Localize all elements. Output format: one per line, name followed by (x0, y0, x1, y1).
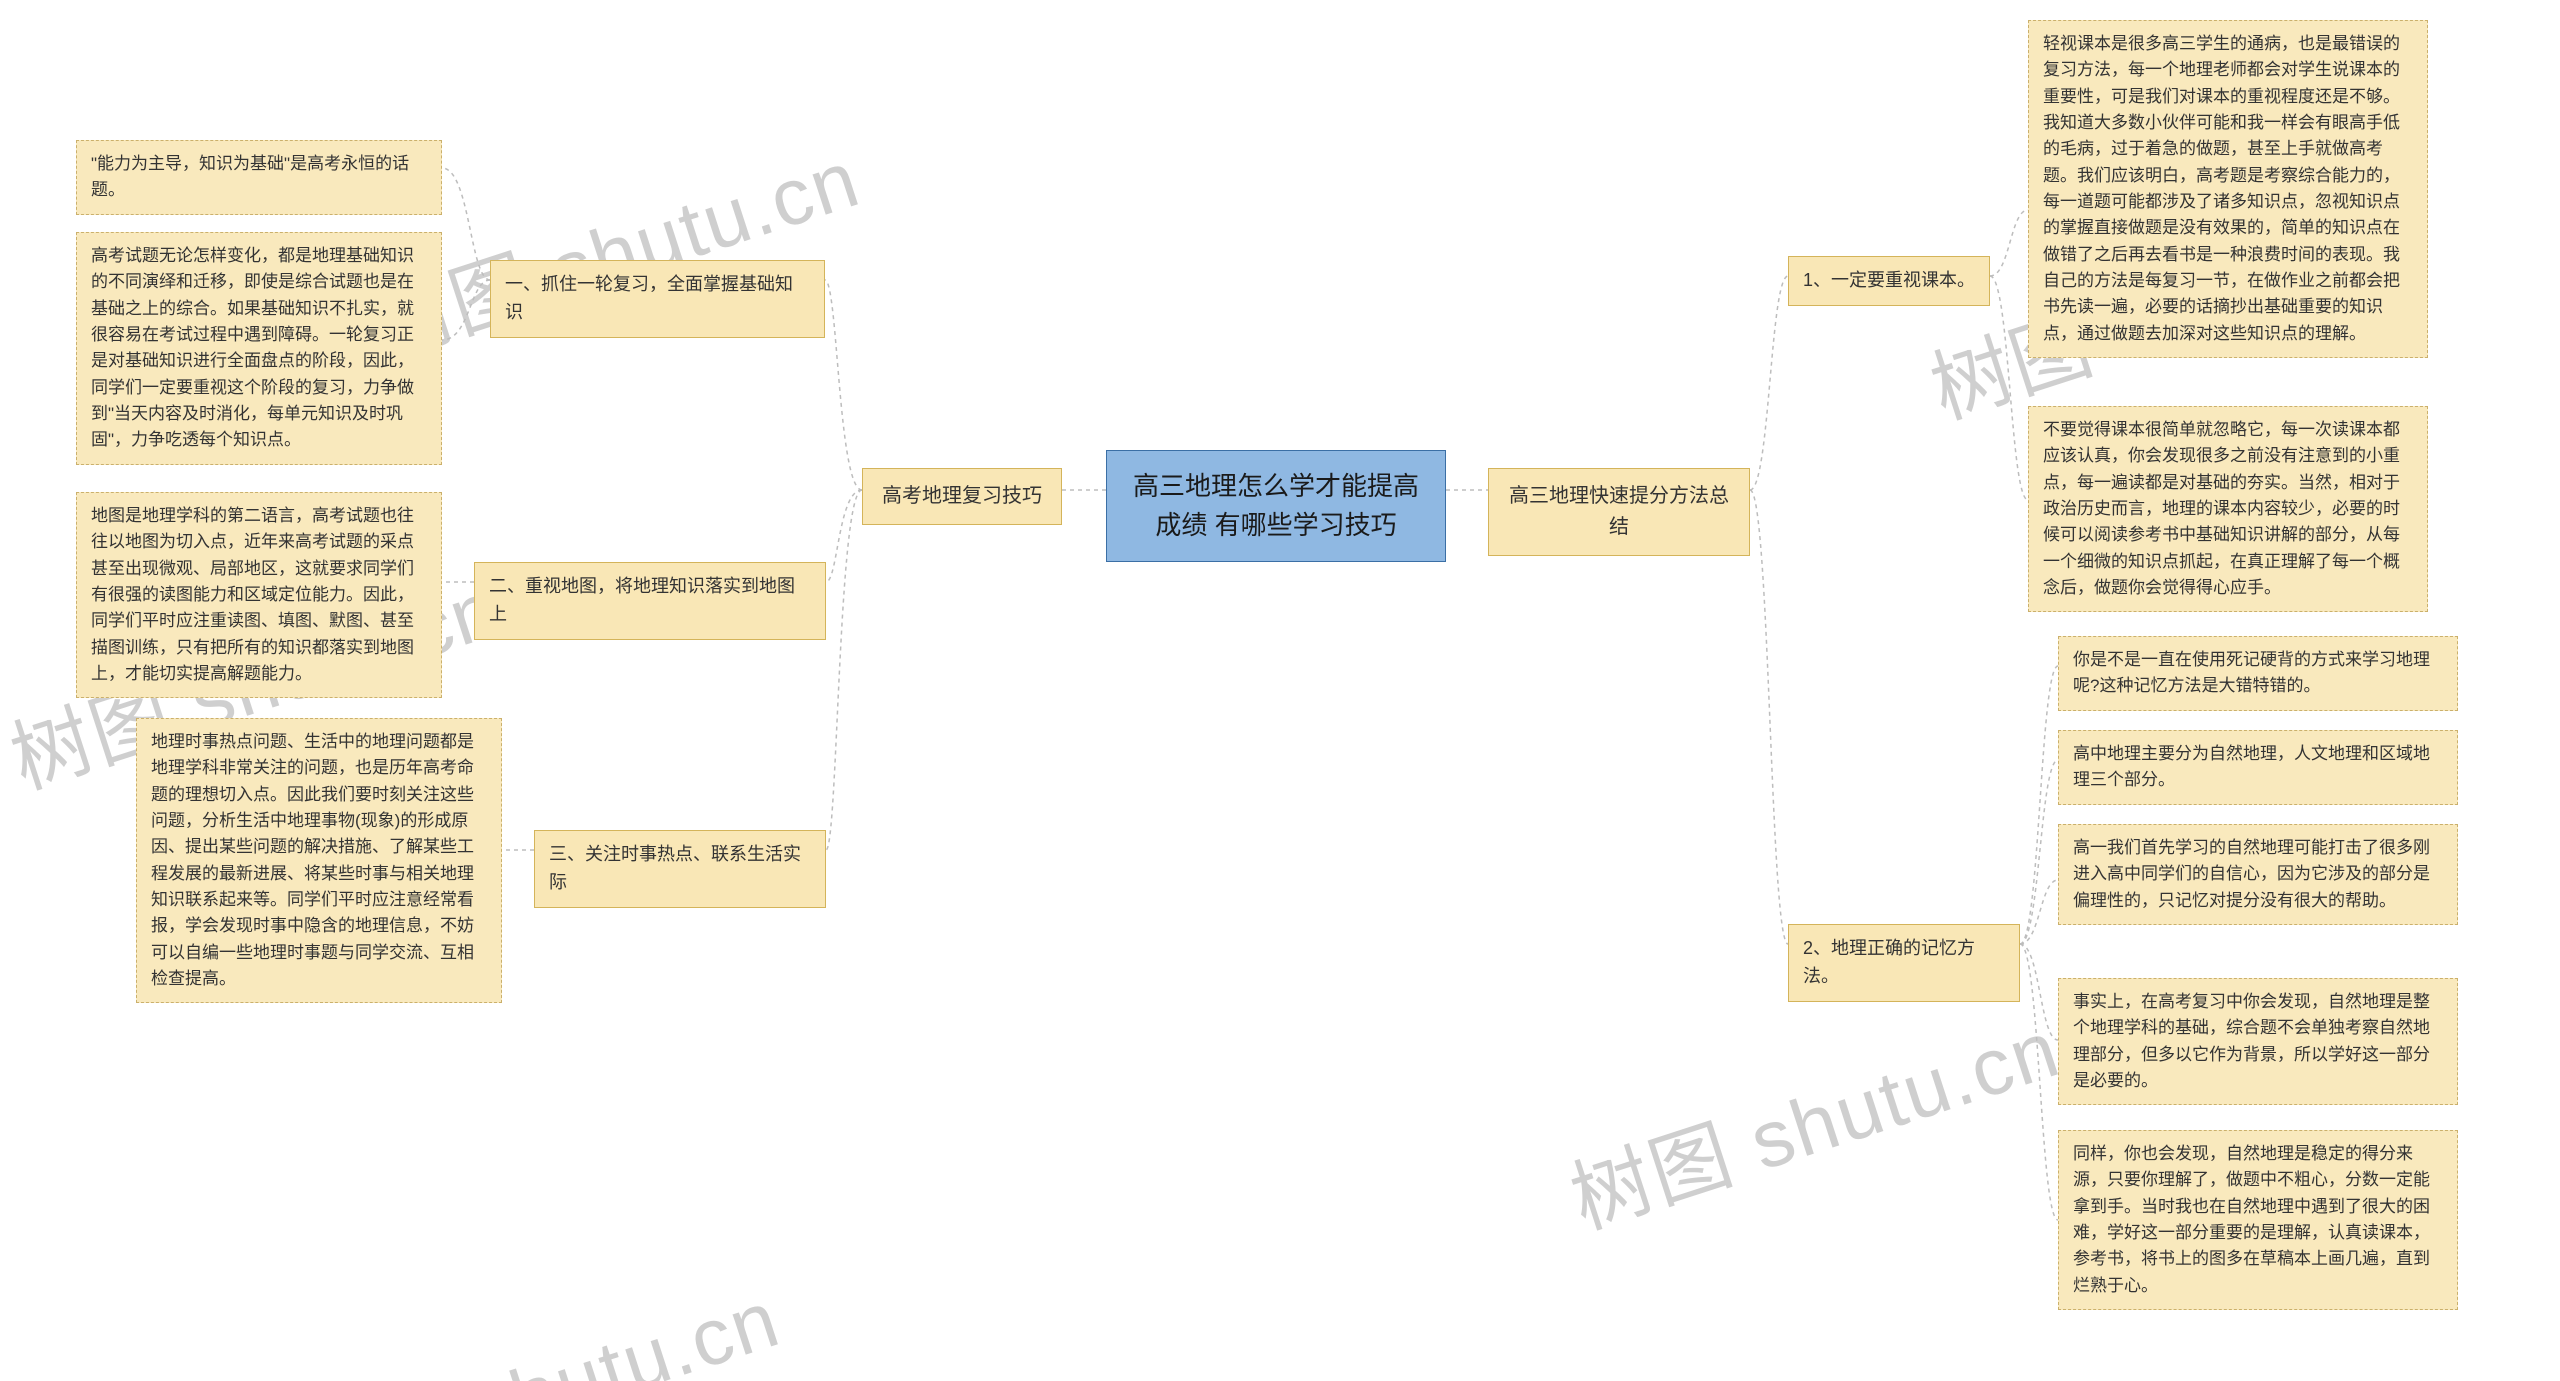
mindmap-canvas: { "palette": { "root_bg": "#8fb8e2", "ro… (0, 0, 2560, 1381)
left-leaf-1-2: 高考试题无论怎样变化，都是地理基础知识的不同演绎和迁移，即使是综合试题也是在基础… (76, 232, 442, 465)
right-sub-1: 1、一定要重视课本。 (1788, 256, 1990, 306)
right-leaf-2-1: 你是不是一直在使用死记硬背的方式来学习地理呢?这种记忆方法是大错特错的。 (2058, 636, 2458, 711)
left-sub-3: 三、关注时事热点、联系生活实际 (534, 830, 826, 908)
root-node: 高三地理怎么学才能提高 成绩 有哪些学习技巧 (1106, 450, 1446, 562)
left-leaf-1-1: "能力为主导，知识为基础"是高考永恒的话题。 (76, 140, 442, 215)
left-sub-1: 一、抓住一轮复习，全面掌握基础知识 (490, 260, 825, 338)
right-leaf-2-3: 高一我们首先学习的自然地理可能打击了很多刚进入高中同学们的自信心，因为它涉及的部… (2058, 824, 2458, 925)
left-leaf-3-1: 地理时事热点问题、生活中的地理问题都是地理学科非常关注的问题，也是历年高考命题的… (136, 718, 502, 1003)
right-leaf-2-2: 高中地理主要分为自然地理，人文地理和区域地理三个部分。 (2058, 730, 2458, 805)
right-leaf-1-1: 轻视课本是很多高三学生的通病，也是最错误的复习方法，每一个地理老师都会对学生说课… (2028, 20, 2428, 358)
right-leaf-2-5: 同样，你也会发现，自然地理是稳定的得分来源，只要你理解了，做题中不粗心，分数一定… (2058, 1130, 2458, 1310)
watermark: 树图 shutu.cn (274, 1255, 792, 1381)
watermark: 树图 shutu.cn (1554, 985, 2072, 1252)
left-leaf-2-1: 地图是地理学科的第二语言，高考试题也往往以地图为切入点，近年来高考试题的采点甚至… (76, 492, 442, 698)
right-leaf-1-2: 不要觉得课本很简单就忽略它，每一次读课本都应该认真，你会发现很多之前没有注意到的… (2028, 406, 2428, 612)
left-sub-2: 二、重视地图，将地理知识落实到地图上 (474, 562, 826, 640)
right-sub-2: 2、地理正确的记忆方法。 (1788, 924, 2020, 1002)
left-branch: 高考地理复习技巧 (862, 468, 1062, 525)
right-leaf-2-4: 事实上，在高考复习中你会发现，自然地理是整个地理学科的基础，综合题不会单独考察自… (2058, 978, 2458, 1105)
right-branch: 高三地理快速提分方法总结 (1488, 468, 1750, 556)
